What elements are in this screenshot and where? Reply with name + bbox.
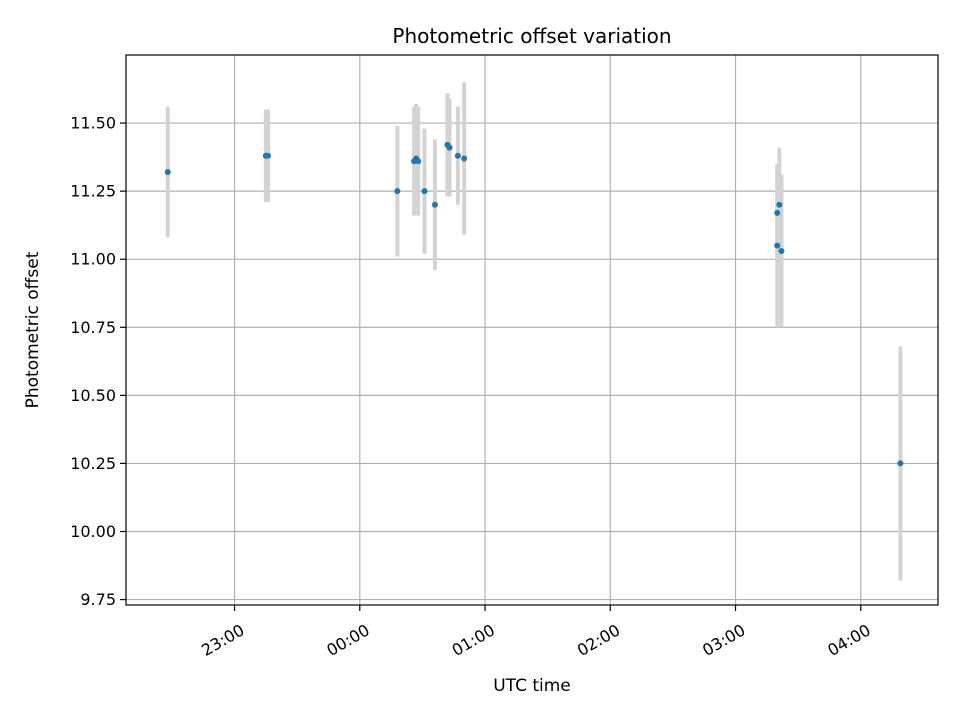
data-point: [454, 152, 461, 159]
data-point: [776, 201, 783, 208]
data-point: [264, 152, 271, 159]
data-point: [394, 188, 401, 195]
data-point: [774, 242, 781, 249]
x-axis-label: UTC time: [493, 676, 571, 696]
data-point: [461, 155, 468, 162]
grid: [126, 55, 938, 605]
data-point: [897, 460, 904, 467]
y-tick-label: 10.25: [70, 454, 116, 473]
y-tick-label: 10.75: [70, 318, 116, 337]
data-points: [164, 141, 904, 467]
y-tick-label: 11.50: [70, 114, 116, 133]
y-tick-label: 10.00: [70, 522, 116, 541]
data-point: [774, 209, 781, 216]
y-tick-label: 11.00: [70, 250, 116, 269]
data-point: [431, 201, 438, 208]
data-point: [421, 188, 428, 195]
chart-title: Photometric offset variation: [392, 24, 671, 48]
data-point: [446, 144, 453, 151]
y-axis: 9.75 10.00 10.25 10.50 10.75 11.00 11.25 11.50: [70, 114, 126, 609]
y-tick-label: 11.25: [70, 182, 116, 201]
y-tick-label: 9.75: [80, 590, 116, 609]
y-axis-label: Photometric offset: [23, 251, 43, 408]
data-point: [778, 248, 785, 255]
plot-frame: [125, 54, 939, 606]
y-tick-label: 10.50: [70, 386, 116, 405]
data-point: [415, 158, 422, 165]
data-point: [164, 169, 171, 176]
